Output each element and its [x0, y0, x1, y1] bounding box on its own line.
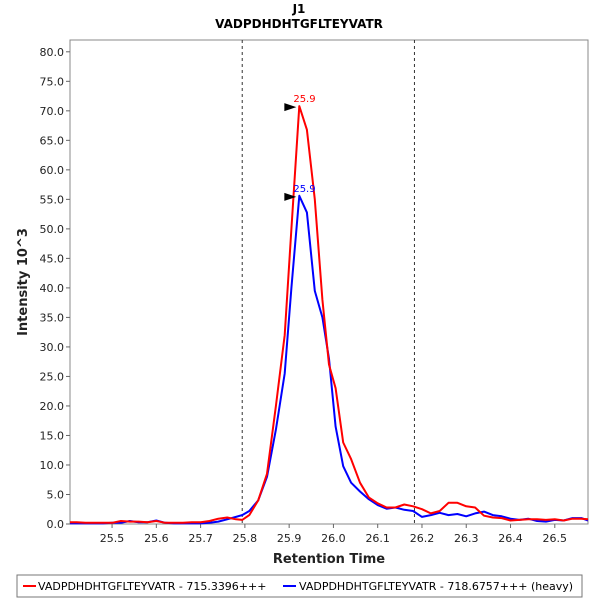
series-layer: [70, 105, 589, 525]
chart-title: J1: [292, 2, 306, 16]
legend-frame: [16, 574, 583, 598]
y-tick-label: 40.0: [40, 282, 65, 295]
chart-subtitle: VADPDHDHTGFLTEYVATR: [215, 17, 383, 31]
y-tick-label: 55.0: [40, 193, 65, 206]
y-tick-label: 75.0: [40, 75, 65, 88]
legend-label-light: VADPDHDHTGFLTEYVATR - 715.3396+++: [38, 580, 266, 593]
x-tick-label: 25.9: [277, 532, 302, 545]
y-tick-label: 0.0: [47, 518, 65, 531]
y-tick-label: 30.0: [40, 341, 65, 354]
x-tick-label: 26.1: [365, 532, 390, 545]
integration-bounds: [241, 40, 415, 524]
x-tick-label: 26.4: [498, 532, 523, 545]
peak-annotations: 25.9 25.9: [284, 94, 316, 201]
y-tick-label: 60.0: [40, 164, 65, 177]
x-tick-label: 25.6: [144, 532, 169, 545]
y-axis-label: Intensity 10^3: [16, 228, 31, 336]
peak-arrow-icon: [284, 103, 297, 112]
x-tick-label: 25.5: [100, 532, 125, 545]
y-tick-label: 10.0: [40, 459, 65, 472]
y-tick-label: 20.0: [40, 400, 65, 413]
x-axis-label: Retention Time: [273, 552, 385, 567]
peak-label: 25.9: [293, 94, 315, 105]
legend: VADPDHDHTGFLTEYVATR - 715.3396+++ VADPDH…: [16, 574, 583, 598]
y-tick-label: 25.0: [40, 370, 65, 383]
y-tick-label: 45.0: [40, 252, 65, 265]
axes-layer: 0.0 5.0 10.0 15.0 20.0 25.0 30.0 35.0 40.0 45.0 50…: [40, 46, 568, 545]
x-tick-label: 26.3: [454, 532, 479, 545]
x-tick-label: 26.0: [321, 532, 346, 545]
y-tick-label: 35.0: [40, 311, 65, 324]
peak-arrow-icon: [284, 192, 297, 201]
series-line: [70, 105, 589, 524]
x-tick-label: 25.8: [233, 532, 258, 545]
x-tick-label: 25.7: [188, 532, 213, 545]
y-tick-label: 5.0: [47, 488, 65, 501]
plot-frame: [69, 39, 589, 525]
y-tick-label: 50.0: [40, 223, 65, 236]
y-tick-label: 80.0: [40, 46, 65, 59]
peak-label: 25.9: [293, 184, 315, 195]
y-tick-label: 15.0: [40, 429, 65, 442]
legend-label-heavy: VADPDHDHTGFLTEYVATR - 718.6757+++ (heavy…: [299, 580, 573, 593]
x-tick-label: 26.2: [410, 532, 435, 545]
x-tick-label: 26.5: [543, 532, 568, 545]
y-tick-label: 70.0: [40, 105, 65, 118]
y-tick-label: 65.0: [40, 134, 65, 147]
